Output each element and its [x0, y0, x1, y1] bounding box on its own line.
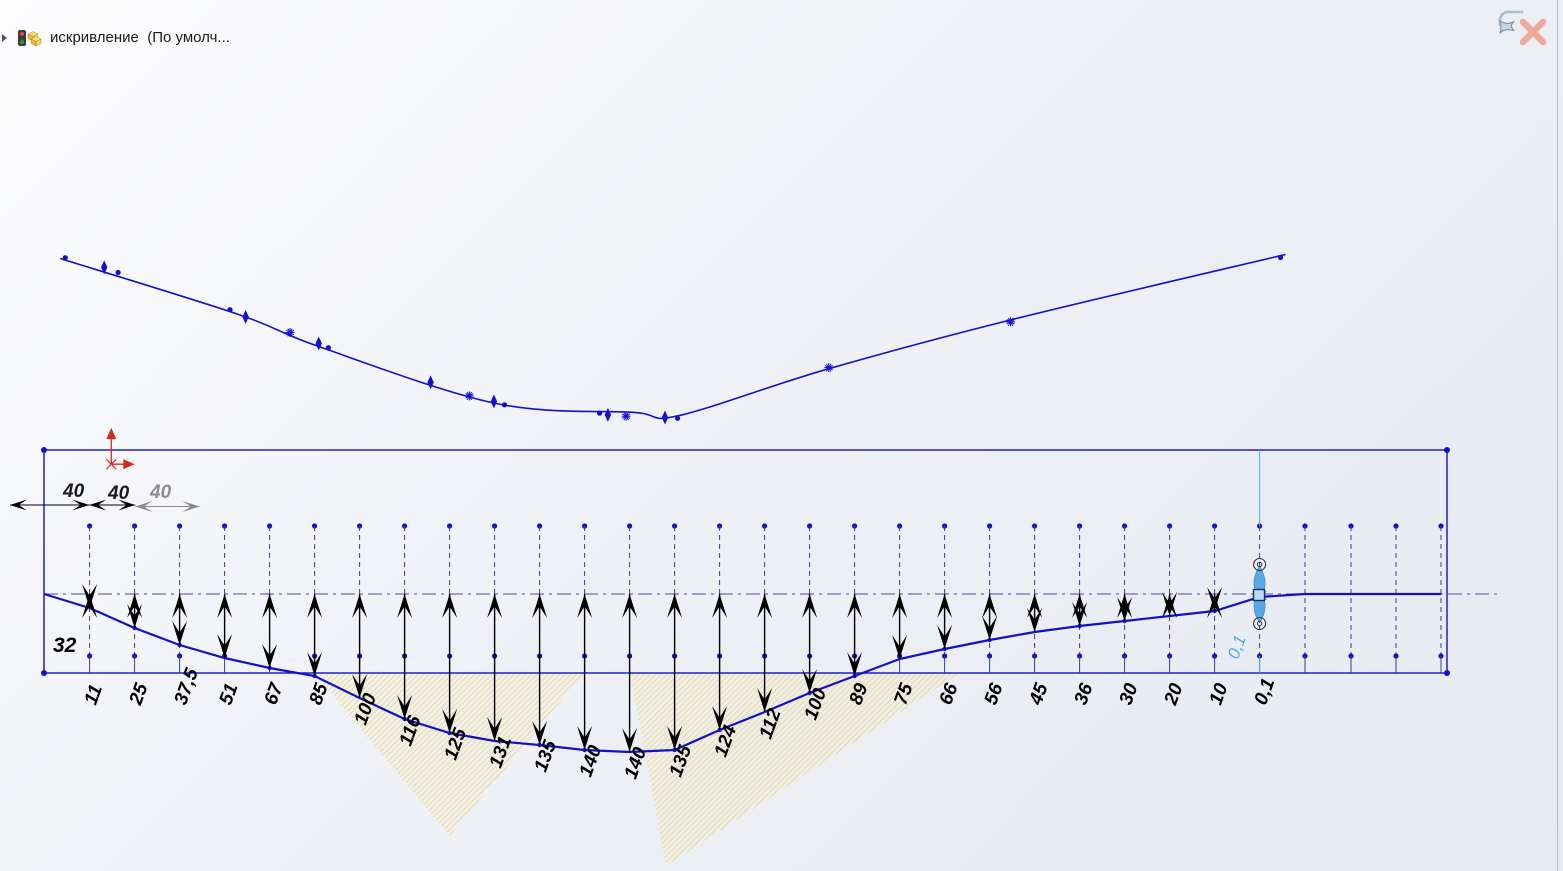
- svg-text:67: 67: [261, 679, 288, 707]
- svg-text:25: 25: [125, 680, 152, 708]
- svg-text:10: 10: [1206, 680, 1233, 707]
- svg-text:45: 45: [1025, 680, 1052, 708]
- svg-text:40: 40: [107, 483, 130, 504]
- svg-text:32: 32: [53, 634, 77, 657]
- svg-text:56: 56: [981, 680, 1008, 707]
- svg-text:135: 135: [531, 737, 562, 774]
- svg-text:20: 20: [1160, 680, 1187, 708]
- svg-text:30: 30: [1116, 680, 1143, 707]
- svg-text:0,1: 0,1: [1224, 633, 1250, 662]
- svg-text:40: 40: [62, 481, 85, 502]
- svg-text:37,5: 37,5: [171, 665, 204, 707]
- svg-text:36: 36: [1071, 680, 1098, 707]
- svg-text:140: 140: [576, 742, 607, 779]
- svg-text:40: 40: [149, 482, 172, 503]
- svg-text:0,1: 0,1: [1251, 676, 1280, 708]
- svg-text:51: 51: [216, 681, 243, 708]
- svg-text:11: 11: [81, 682, 107, 708]
